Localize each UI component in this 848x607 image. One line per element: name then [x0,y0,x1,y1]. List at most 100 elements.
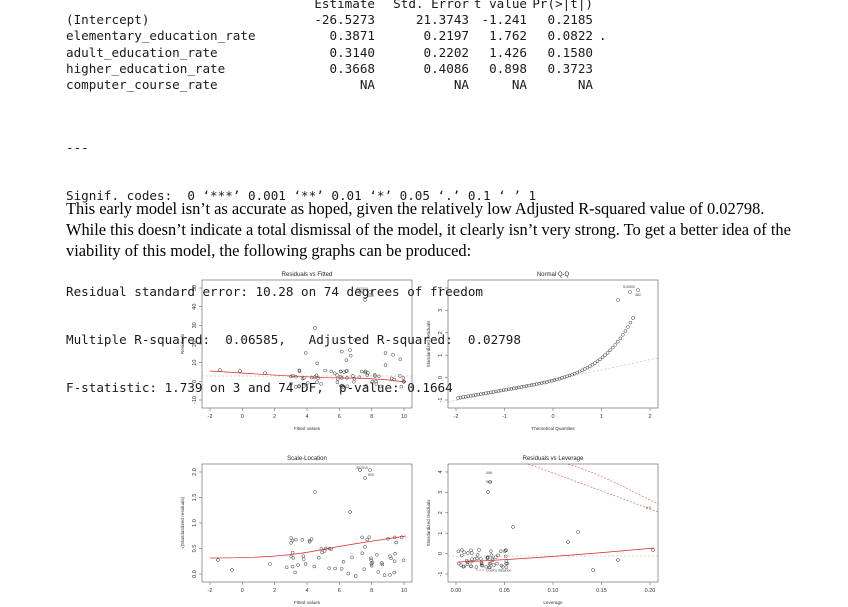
data-point [494,389,498,394]
data-point [495,561,499,566]
y-tick-label: 1 [438,354,444,357]
table-cell: NA [577,77,593,93]
coefficient-table: Estimate Std. Error t value Pr(>|t|) (Interc… [66,0,619,93]
data-point [595,359,600,364]
data-point [511,525,515,529]
table-header: Estimate Std. Error t value Pr(>|t|) [66,0,619,12]
data-point [459,563,463,567]
data-point [532,382,536,387]
table-cell: Estimate [314,0,375,11]
data-point [388,554,392,558]
data-point [557,376,562,381]
data-point [351,374,355,378]
smoother-line [457,547,655,563]
data-point [503,548,508,552]
data-point [363,545,367,549]
r-squared-line: Multiple R-squared: 0.06585, Adjusted R-… [66,332,529,347]
data-point [486,556,490,560]
data-point [376,570,381,574]
data-point [466,394,470,399]
data-point [399,535,404,540]
x-tick-label: 2 [648,414,651,420]
table-row: higher_education_rate 0.3668 0.4086 0.898 0.… [66,61,619,77]
data-point [306,380,310,385]
data-point [527,383,531,388]
data-point [374,379,378,384]
data-point [499,563,504,568]
data-point [465,562,470,567]
data-point [353,574,358,578]
x-tick-label: 4 [305,414,308,420]
point-label: 500 [486,480,492,484]
data-point [506,387,511,392]
data-point [555,377,559,382]
data-point [631,316,635,320]
data-point [618,336,623,341]
x-axis-label: Theoretical Quantiles [531,426,575,431]
table-row: adult_education_rate 0.3140 0.2202 1.426 0.1… [66,45,619,61]
data-point [352,379,356,384]
table-cell: t value [473,0,527,11]
cooks-contour [527,463,659,513]
x-tick-label: 0.15 [596,588,607,594]
data-point [494,555,498,559]
data-point [616,298,620,302]
point-label: 482 [635,293,641,297]
data-point [474,393,478,397]
point-label: 496 [486,471,492,475]
data-point [401,558,406,562]
data-point [301,557,306,561]
y-tick-label: 4 [438,286,444,289]
data-point [605,351,610,355]
data-point [263,371,267,375]
data-point [456,549,461,554]
data-point [466,551,470,555]
x-tick-label: 0.05 [499,588,510,594]
x-tick-label: 1 [600,414,603,420]
data-point [294,537,298,542]
data-point [338,369,343,374]
data-point [491,390,496,394]
plot-title: Normal Q-Q [537,272,570,278]
data-point [377,374,381,379]
data-point [378,384,383,389]
data-point [327,566,331,571]
data-point [471,393,475,398]
point-label: 500 [629,285,635,289]
data-point [552,378,557,382]
data-point [560,376,564,380]
y-axis-label: √|Standardized residuals| [180,497,185,549]
data-point [623,329,628,333]
data-point [621,333,625,337]
data-point [357,375,362,379]
body-paragraph: This early model isn’t as accurate as ho… [66,199,791,260]
data-point [332,371,337,376]
data-point [474,565,479,569]
data-point [603,353,607,357]
table-cell: (Intercept) [66,12,150,28]
data-point [268,562,272,566]
data-point [519,385,524,389]
data-point [479,392,483,396]
data-point [309,537,314,541]
data-point [477,548,481,552]
data-point [613,342,617,347]
point-label: 510 [623,285,629,289]
data-point [307,540,312,544]
cooks-contour [567,463,659,505]
data-point [392,570,397,575]
data-point [489,553,494,557]
data-point [369,556,373,560]
data-point [369,562,374,566]
data-point [598,357,602,362]
x-tick-label: 10 [401,414,407,420]
data-point [628,320,633,325]
data-point [320,550,324,555]
data-point [460,548,464,552]
data-point [504,561,508,566]
x-tick-label: 8 [370,588,373,594]
data-point [501,388,506,392]
data-point [608,348,612,353]
data-point [488,480,492,484]
y-tick-label: 40 [192,304,198,310]
